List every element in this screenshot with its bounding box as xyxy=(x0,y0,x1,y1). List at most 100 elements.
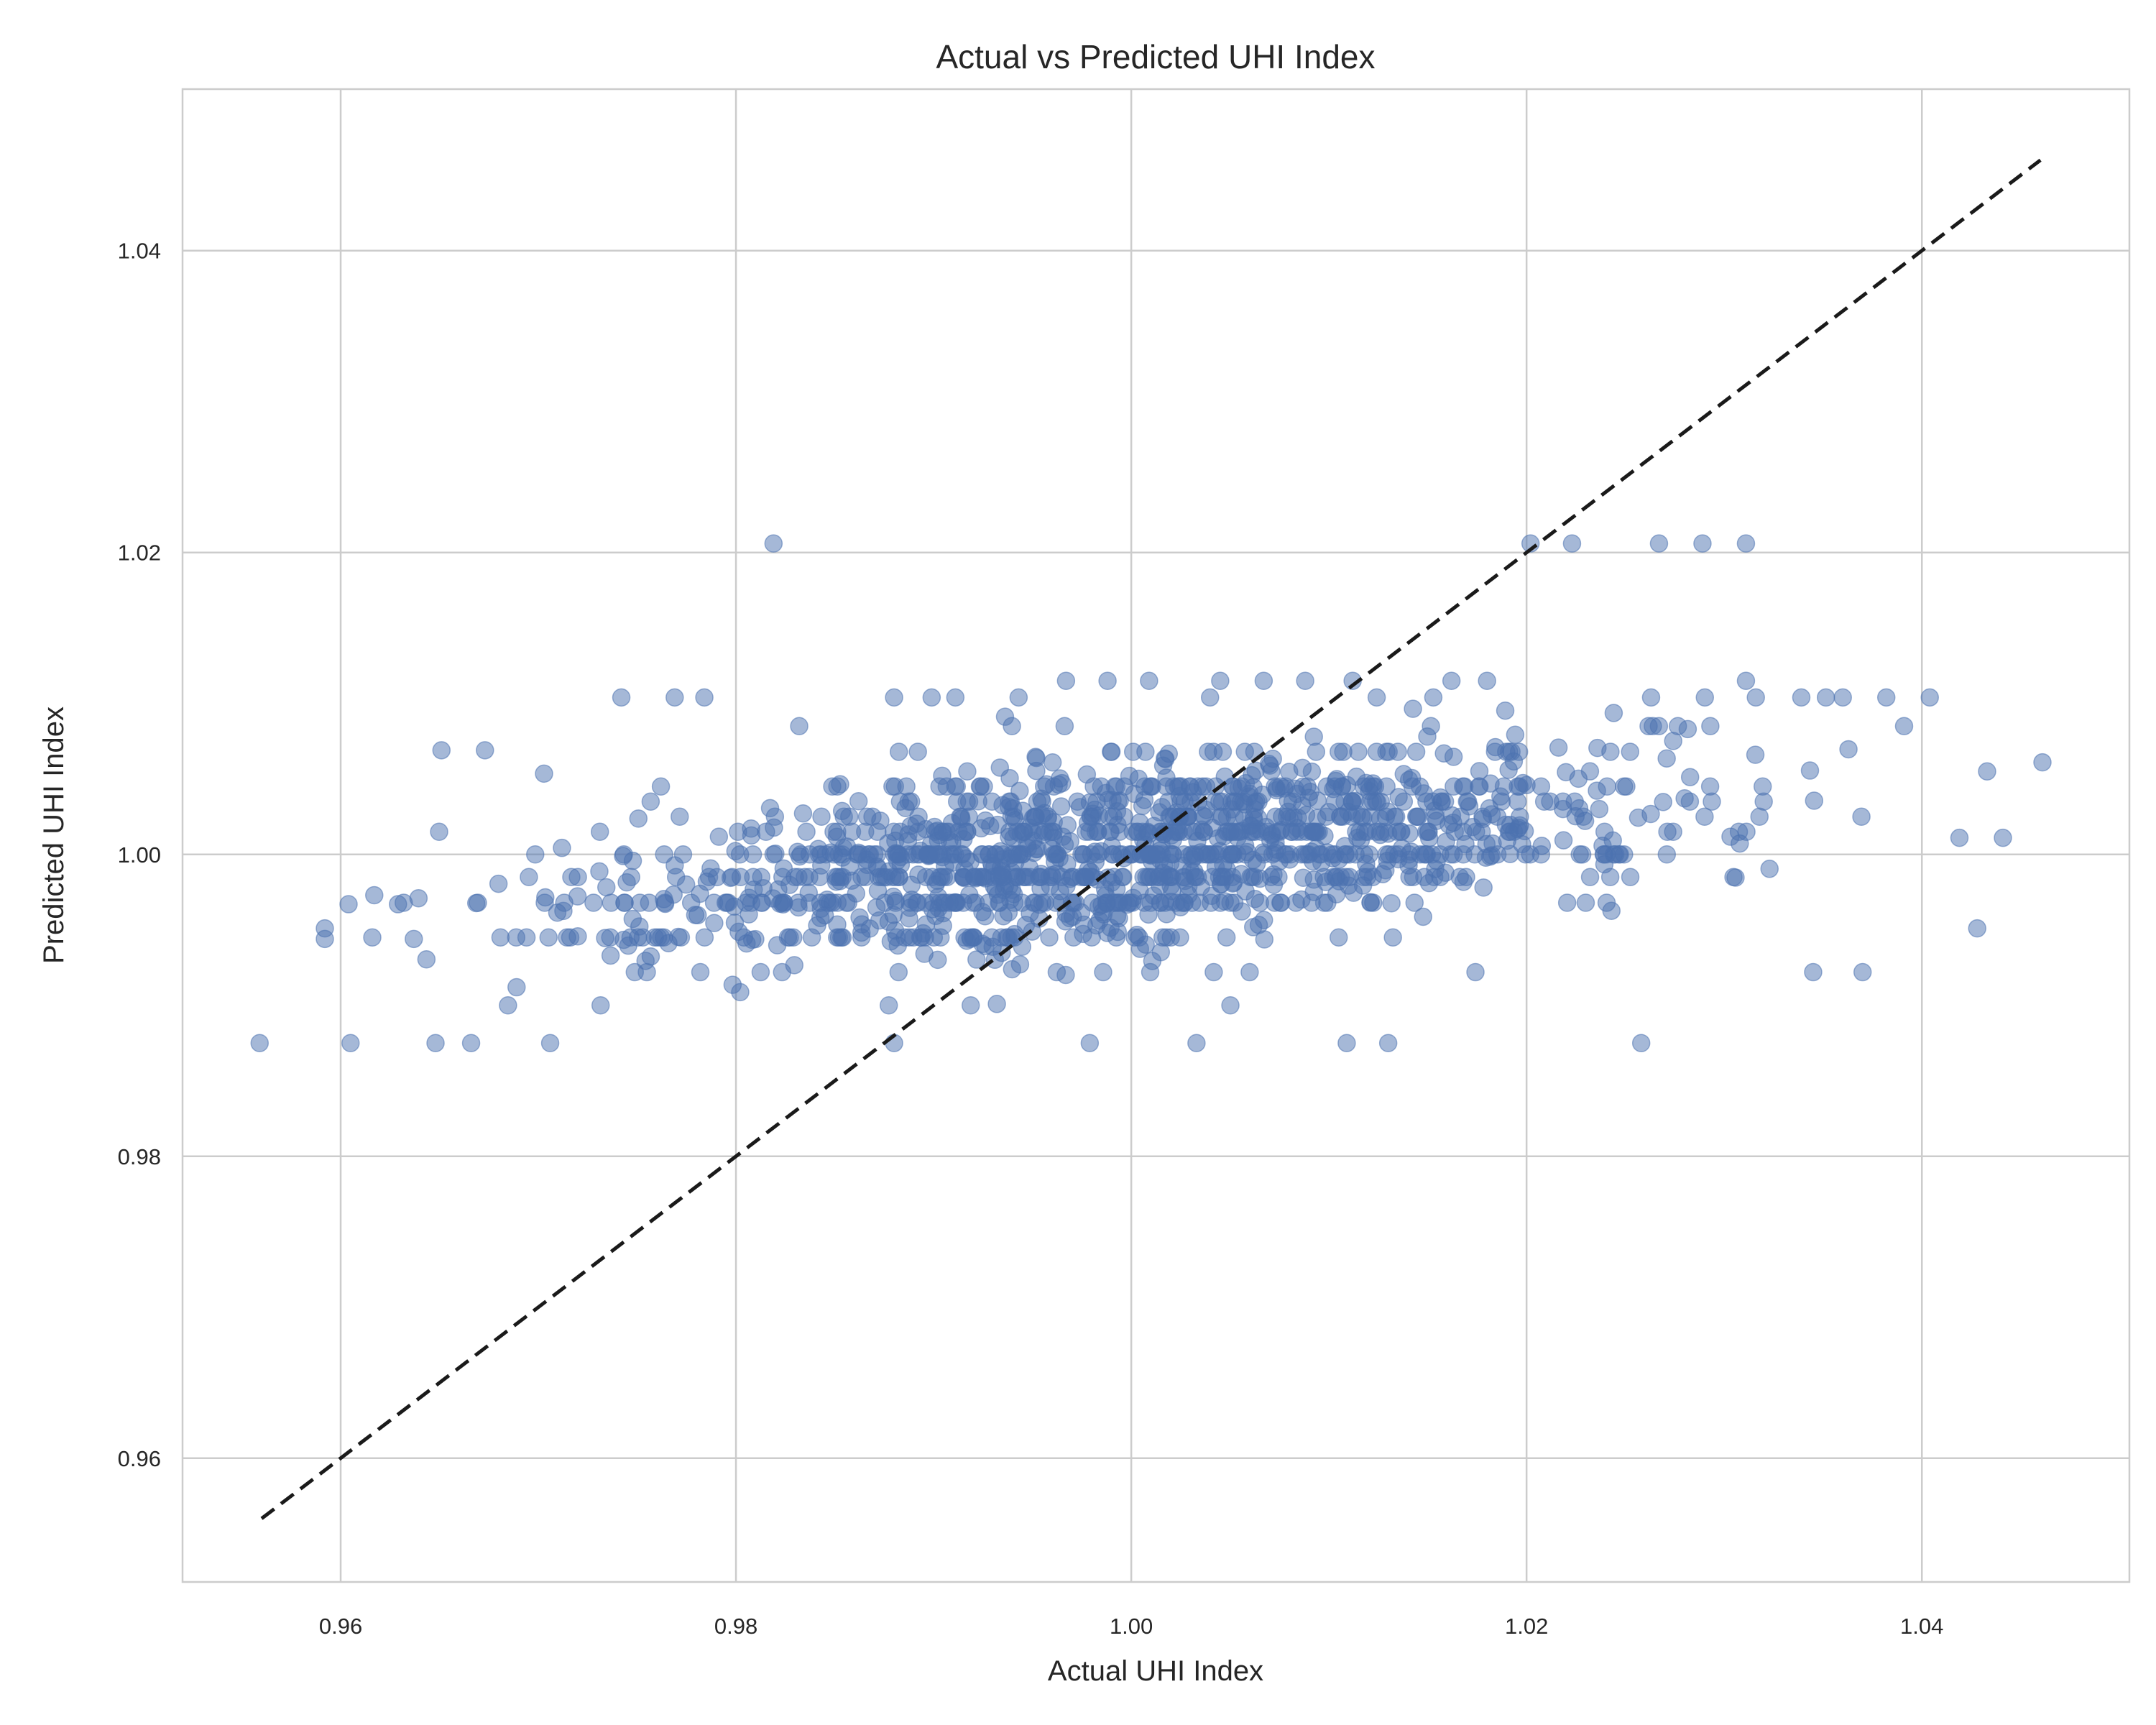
data-point xyxy=(1005,868,1023,887)
data-point xyxy=(1225,822,1244,841)
data-point xyxy=(875,893,894,912)
data-point xyxy=(1405,893,1424,912)
data-point xyxy=(752,893,771,912)
data-point xyxy=(405,929,423,949)
data-point xyxy=(1404,699,1422,718)
data-point xyxy=(1367,688,1386,707)
data-point xyxy=(1092,777,1111,796)
data-point xyxy=(426,1034,445,1053)
data-point xyxy=(824,822,843,841)
data-point xyxy=(1293,796,1312,815)
data-point xyxy=(1056,671,1076,690)
data-point xyxy=(911,841,930,860)
data-point xyxy=(1754,792,1773,811)
data-point xyxy=(707,868,727,887)
y-tick-label: 0.96 xyxy=(118,1446,161,1471)
data-point xyxy=(915,944,934,963)
data-point xyxy=(1506,725,1525,745)
data-point xyxy=(466,893,486,913)
data-point xyxy=(1549,738,1568,757)
data-point xyxy=(856,822,875,841)
data-point xyxy=(752,868,770,887)
data-point xyxy=(1853,962,1872,982)
data-point xyxy=(1064,928,1083,947)
data-point xyxy=(1657,845,1677,864)
data-point xyxy=(1804,962,1823,982)
x-tick-label: 1.02 xyxy=(1505,1614,1548,1639)
data-point xyxy=(808,916,826,935)
data-point xyxy=(800,868,819,887)
data-point xyxy=(641,792,660,811)
data-point xyxy=(1318,893,1337,912)
data-point xyxy=(1726,868,1745,887)
data-point xyxy=(1442,671,1461,690)
data-point xyxy=(1378,852,1397,870)
data-point xyxy=(1736,534,1756,553)
data-point xyxy=(591,996,610,1015)
data-point xyxy=(913,924,933,943)
data-point xyxy=(1173,856,1192,875)
data-point xyxy=(790,717,808,735)
data-point xyxy=(1123,742,1143,761)
data-point xyxy=(1680,792,1700,811)
data-point xyxy=(871,811,890,830)
data-point xyxy=(1950,828,1969,847)
data-point xyxy=(764,845,783,864)
data-point xyxy=(1271,777,1290,796)
data-point xyxy=(1115,777,1134,796)
data-point xyxy=(1474,878,1493,897)
data-point xyxy=(676,875,696,894)
data-point xyxy=(695,928,714,947)
data-point xyxy=(1701,717,1720,735)
data-point xyxy=(389,895,407,914)
data-point xyxy=(982,928,1001,947)
data-point xyxy=(637,962,656,982)
data-point xyxy=(1678,719,1697,739)
data-point xyxy=(790,847,809,866)
data-point xyxy=(1695,688,1715,707)
data-point xyxy=(889,742,908,761)
data-point xyxy=(548,903,567,922)
data-point xyxy=(1200,688,1220,707)
data-point xyxy=(961,996,980,1015)
data-point xyxy=(1035,804,1054,823)
data-point xyxy=(1657,749,1676,768)
data-point xyxy=(617,873,636,892)
data-point xyxy=(1470,777,1489,796)
data-point xyxy=(1176,871,1194,891)
data-point xyxy=(812,807,831,826)
data-point xyxy=(742,819,760,838)
data-point xyxy=(1055,717,1074,735)
data-point xyxy=(553,838,571,857)
data-point xyxy=(1572,845,1592,864)
data-point xyxy=(726,842,745,860)
data-point xyxy=(1331,868,1350,887)
data-point xyxy=(1593,836,1612,855)
data-point xyxy=(1171,792,1190,811)
data-point xyxy=(1621,868,1640,887)
data-point xyxy=(1296,671,1314,690)
data-point xyxy=(1994,828,2012,847)
plot-area-frame xyxy=(181,88,2131,1583)
data-point xyxy=(773,895,793,914)
data-point xyxy=(879,996,898,1015)
data-point xyxy=(751,962,770,982)
data-point xyxy=(568,887,587,906)
data-point xyxy=(1125,928,1144,947)
data-point xyxy=(705,914,724,932)
data-point xyxy=(976,811,995,830)
data-point xyxy=(489,874,508,893)
data-point xyxy=(949,822,968,841)
data-point xyxy=(1304,727,1323,746)
x-axis-label: Actual UHI Index xyxy=(1048,1655,1263,1687)
data-point xyxy=(1167,893,1186,912)
data-point xyxy=(1074,845,1093,864)
data-point xyxy=(1310,845,1329,864)
data-point xyxy=(590,822,609,841)
data-point xyxy=(1576,893,1595,912)
data-point xyxy=(665,688,684,707)
data-point xyxy=(1364,893,1383,912)
data-point xyxy=(1431,788,1450,807)
data-point xyxy=(590,862,609,881)
data-point xyxy=(1150,803,1169,822)
